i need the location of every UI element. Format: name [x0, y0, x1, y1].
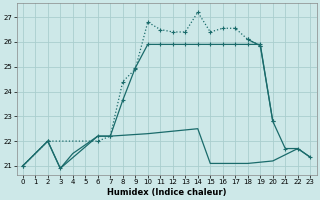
X-axis label: Humidex (Indice chaleur): Humidex (Indice chaleur)	[107, 188, 226, 197]
